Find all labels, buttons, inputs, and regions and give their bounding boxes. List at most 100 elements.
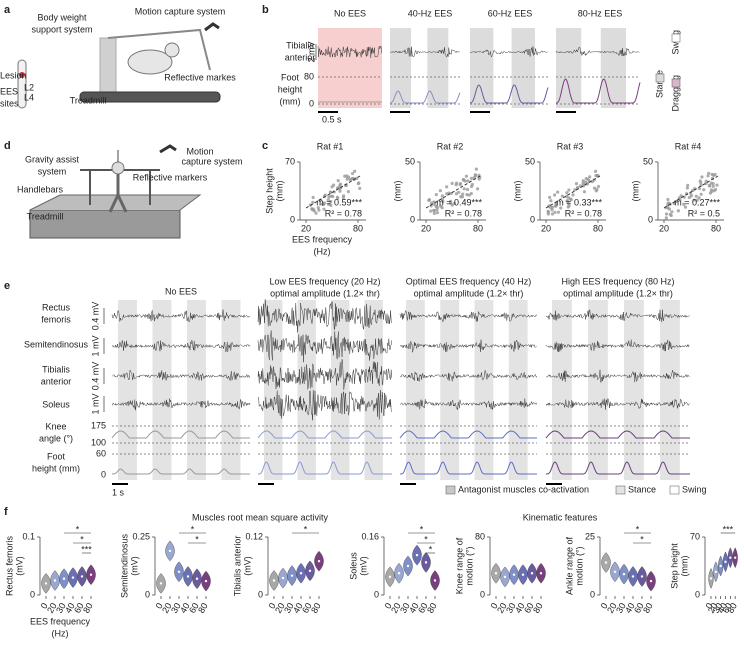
emg-trace: [111, 309, 251, 323]
scatter-point-illustration: [664, 216, 668, 220]
emg-trace: [545, 309, 690, 323]
annotation: capture system: [181, 156, 242, 166]
y-tick-label: 25: [585, 531, 595, 541]
scatter-point-illustration: [441, 199, 445, 204]
x-tick-label: 80: [353, 223, 363, 233]
y-tick-label: 0: [290, 214, 295, 224]
legend-swatch: [671, 33, 681, 43]
plot-title: Rat #1: [317, 141, 344, 151]
annotation: L2: [24, 82, 34, 92]
y-axis-label: Rectus femoris: [4, 535, 14, 596]
row-label: height (mm): [32, 463, 80, 473]
scatter-point-illustration: [353, 169, 357, 173]
scatter-point-illustration: [549, 199, 553, 203]
row-label: Tibialis: [42, 364, 70, 374]
median: [604, 561, 608, 564]
x-tick-label: 0: [383, 601, 394, 610]
emg-trace: [545, 369, 690, 383]
content: a Body weight support system Motion capture…: [0, 4, 739, 638]
median: [631, 575, 635, 578]
stance-band: [221, 300, 241, 480]
median: [424, 561, 428, 564]
scatter-point-illustration: [709, 181, 713, 185]
x-tick-label: 40: [623, 601, 637, 615]
scatter-point-illustration: [584, 180, 588, 184]
median: [433, 579, 437, 582]
emg-trace: [545, 397, 690, 410]
median: [195, 577, 199, 580]
condition-title: 40-Hz EES: [408, 8, 453, 18]
row-label: Soleus: [42, 399, 70, 409]
median: [415, 553, 419, 557]
stance-band: [600, 28, 626, 108]
emg-trace: [399, 310, 538, 323]
median: [272, 579, 276, 582]
scatter-point-illustration: [332, 190, 336, 194]
stance-band: [660, 300, 680, 480]
scatter-point-illustration: [706, 174, 710, 178]
median: [80, 575, 84, 578]
annotation: Reflective markers: [133, 172, 208, 182]
median: [168, 549, 172, 553]
x-tick-label: 30: [169, 601, 183, 615]
scatter-point-illustration: [474, 167, 478, 171]
scatter-point-illustration: [329, 199, 333, 204]
legend-label: Swing: [670, 30, 680, 55]
median: [539, 572, 543, 575]
emg-trace: [399, 369, 538, 382]
scatter-point-illustration: [439, 204, 443, 208]
scatter-point-illustration: [469, 191, 473, 196]
stance-band: [511, 28, 535, 108]
annotation: Treadmill: [70, 95, 107, 105]
x-tick-label: 60: [72, 601, 86, 615]
scatter-point-illustration: [679, 194, 683, 198]
stance-band: [474, 300, 494, 480]
scatter-point-illustration: [450, 203, 454, 207]
stance-band: [427, 28, 449, 108]
scatter-point-illustration: [553, 193, 557, 197]
legend-swatch: [615, 485, 626, 495]
scatter-point-illustration: [347, 175, 351, 179]
scatter-point-illustration: [466, 179, 470, 183]
scatter-point-illustration: [335, 195, 340, 199]
scatter-point-illustration: [593, 169, 598, 173]
condition-title: 80-Hz EES: [578, 8, 623, 18]
annotation: support system: [31, 24, 92, 34]
stance-band: [588, 300, 608, 480]
legend-label: Stance: [628, 484, 656, 494]
median: [204, 579, 208, 583]
emg-trace: [111, 339, 251, 353]
median: [71, 576, 75, 579]
median: [177, 570, 181, 573]
scale-label: 1 mV: [90, 335, 100, 356]
y-tick-label: 0: [410, 214, 415, 224]
scatter-point-illustration: [674, 200, 678, 204]
scatter-point-illustration: [565, 199, 569, 203]
median: [317, 559, 321, 563]
scatter-point-illustration: [711, 184, 715, 188]
stance-band: [556, 28, 582, 108]
row-label: (mm): [280, 96, 301, 106]
y-axis-label: (mV): [358, 556, 368, 576]
scatter-point-illustration: [454, 192, 459, 196]
scatter-point-illustration: [445, 185, 449, 189]
y-tick-label: 0: [480, 589, 485, 599]
plot-title: Rat #2: [437, 141, 464, 151]
scatter-point-illustration: [322, 207, 326, 211]
row-label: femoris: [41, 314, 71, 324]
group-title: Muscles root mean square activity: [192, 512, 329, 522]
y-axis-label: Tibialis anterior: [232, 536, 242, 597]
y-tick-label: 0.16: [361, 531, 379, 541]
condition-title: 60-Hz EES: [488, 8, 533, 18]
panel-label: b: [262, 4, 269, 16]
x-tick-label: 30: [711, 601, 725, 615]
kinematic-trace: [555, 78, 641, 104]
scale-label: 0.4 mV: [90, 302, 100, 331]
stance-band: [508, 300, 528, 480]
kinematic-trace: [112, 468, 250, 475]
significance-label: *: [304, 524, 308, 534]
median: [709, 577, 713, 580]
regression-line: [425, 175, 481, 209]
row-label: angle (°): [39, 433, 73, 443]
emg-trace: [399, 339, 537, 353]
